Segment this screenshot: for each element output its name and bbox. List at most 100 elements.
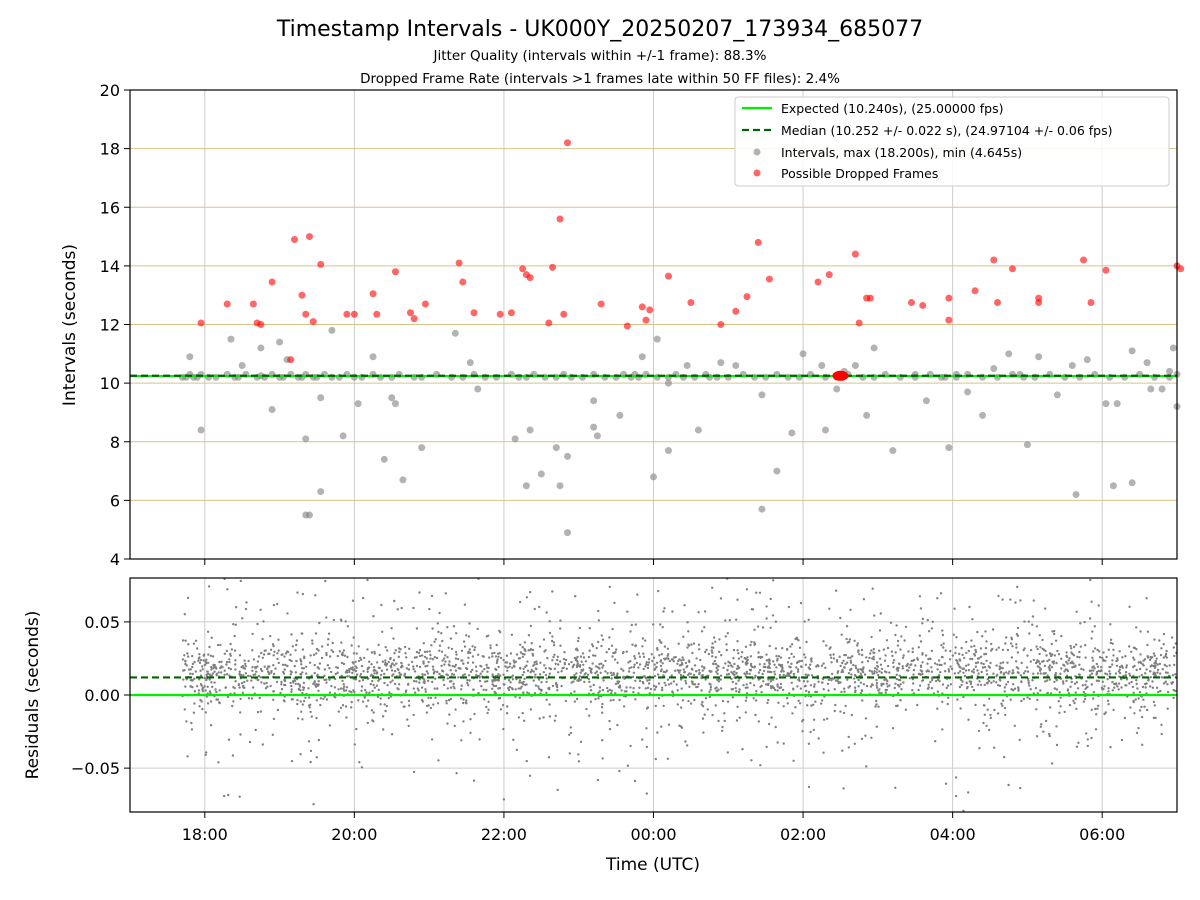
interval-point bbox=[650, 473, 657, 481]
interval-point bbox=[979, 411, 987, 419]
intervals-y-tick-label: 10 bbox=[100, 374, 120, 393]
interval-point bbox=[391, 400, 399, 408]
dropped-frame-point bbox=[268, 278, 276, 286]
dropped-frame-point bbox=[855, 319, 863, 327]
time-x-ticks: 18:00 20:00 22:00 00:00 02:00 04:00 06:00 bbox=[182, 559, 1125, 844]
residuals-panel: −0.05 0.00 0.05 18:00 20:00 22:00 00:00 02:00 0… bbox=[23, 559, 1178, 875]
dropped-frame-point bbox=[638, 303, 646, 311]
dropped-frame-point bbox=[496, 310, 504, 318]
dropped-frame-point bbox=[257, 321, 265, 328]
dropped-frame-point bbox=[507, 309, 515, 317]
legend-expected-label: Expected (10.240s), (25.00000 fps) bbox=[781, 101, 1003, 116]
dropped-frame-point bbox=[563, 139, 571, 147]
interval-point bbox=[1083, 356, 1091, 364]
legend-median-label: Median (10.252 +/- 0.022 s), (24.97104 +… bbox=[781, 123, 1112, 138]
interval-point bbox=[664, 379, 672, 387]
intervals-panel: 4 6 8 10 12 14 16 18 20 Intervals (seconds) Expe… bbox=[60, 81, 1185, 569]
dropped-frame-point bbox=[1102, 266, 1110, 274]
dropped-frame-point bbox=[369, 290, 377, 298]
dropped-frame-point bbox=[391, 268, 399, 276]
dropped-frame-point bbox=[406, 309, 414, 317]
dropped-frame-point bbox=[249, 300, 257, 308]
intervals-y-tick-label: 14 bbox=[100, 257, 120, 276]
dropped-frame-cluster bbox=[832, 370, 849, 381]
dropped-frame-point bbox=[990, 256, 998, 264]
interval-point bbox=[537, 470, 545, 478]
legend-box bbox=[734, 96, 1170, 187]
interval-point bbox=[694, 426, 702, 434]
dropped-frame-point bbox=[919, 301, 927, 309]
legend-dropped-label: Possible Dropped Frames bbox=[781, 166, 938, 181]
dropped-frame-point bbox=[287, 356, 295, 364]
interval-point bbox=[451, 329, 459, 337]
interval-point bbox=[758, 505, 766, 513]
dropped-frame-point bbox=[343, 310, 351, 318]
intervals-y-tick-label: 6 bbox=[110, 491, 120, 510]
dropped-frame-point bbox=[298, 291, 306, 299]
dropped-frame-point bbox=[765, 275, 773, 283]
chart-title: Timestamp Intervals - UK000Y_20250207_17… bbox=[276, 17, 923, 42]
interval-point bbox=[1072, 491, 1080, 499]
interval-point bbox=[563, 452, 571, 460]
interval-point bbox=[889, 447, 897, 455]
x-tick-label: 20:00 bbox=[331, 825, 377, 844]
dropped-frame-point bbox=[459, 278, 467, 286]
interval-point bbox=[1158, 385, 1166, 393]
dropped-frame-point bbox=[549, 263, 557, 271]
interval-point bbox=[788, 429, 796, 437]
dropped-frame-point bbox=[945, 294, 953, 302]
interval-point bbox=[369, 353, 377, 361]
interval-point bbox=[717, 359, 725, 367]
dropped-frame-point bbox=[1080, 256, 1088, 264]
dropped-frame-point bbox=[1177, 265, 1185, 273]
intervals-y-axis-label: Intervals (seconds) bbox=[60, 244, 80, 406]
residuals-y-tick-label: −0.05 bbox=[71, 759, 120, 778]
interval-point bbox=[317, 394, 325, 402]
interval-point bbox=[799, 350, 807, 358]
interval-point bbox=[268, 406, 276, 414]
interval-point bbox=[197, 426, 205, 434]
x-tick-label: 00:00 bbox=[630, 825, 676, 844]
dropped-frame-point bbox=[197, 319, 205, 327]
interval-point bbox=[590, 397, 598, 405]
interval-point bbox=[1169, 344, 1177, 352]
dropped-frame-point bbox=[1087, 299, 1095, 307]
intervals-y-tick-label: 4 bbox=[110, 550, 120, 569]
chart-subtitle-jitter: Jitter Quality (intervals within +/-1 fr… bbox=[433, 48, 767, 64]
x-tick-label: 02:00 bbox=[780, 825, 826, 844]
interval-point bbox=[818, 362, 826, 370]
interval-point bbox=[822, 426, 830, 434]
dropped-frame-point bbox=[1008, 265, 1016, 273]
dropped-frame-point bbox=[302, 310, 310, 318]
interval-point bbox=[474, 385, 482, 393]
dropped-frame-point bbox=[305, 233, 313, 241]
interval-point bbox=[302, 435, 310, 443]
intervals-y-ticks: 4 6 8 10 12 14 16 18 20 bbox=[100, 81, 130, 569]
interval-point bbox=[556, 482, 564, 490]
dropped-frame-point bbox=[687, 299, 695, 307]
interval-point bbox=[227, 335, 235, 343]
interval-point bbox=[1147, 385, 1155, 393]
dropped-frame-point bbox=[519, 265, 527, 273]
interval-point bbox=[1143, 359, 1151, 367]
interval-point bbox=[638, 353, 646, 361]
interval-point bbox=[1035, 353, 1043, 361]
legend-intervals-label: Intervals, max (18.200s), min (4.645s) bbox=[781, 145, 1022, 160]
interval-point bbox=[990, 364, 998, 372]
interval-point bbox=[863, 411, 871, 419]
interval-point bbox=[1102, 400, 1110, 408]
intervals-y-tick-label: 20 bbox=[100, 81, 120, 100]
interval-point bbox=[1023, 441, 1031, 449]
interval-point bbox=[305, 511, 313, 519]
dropped-frame-point bbox=[560, 310, 568, 318]
interval-point bbox=[526, 426, 534, 434]
interval-point bbox=[418, 444, 426, 452]
interval-point bbox=[593, 432, 601, 440]
interval-point bbox=[1068, 362, 1076, 370]
intervals-y-tick-label: 18 bbox=[100, 140, 120, 159]
interval-point bbox=[466, 359, 474, 367]
dropped-frame-point bbox=[223, 300, 231, 308]
dropped-frame-point bbox=[908, 299, 916, 307]
intervals-y-tick-label: 12 bbox=[100, 316, 120, 335]
